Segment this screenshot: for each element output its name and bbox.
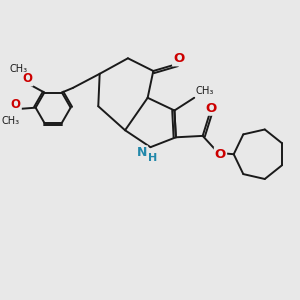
Text: O: O xyxy=(11,98,21,110)
Text: CH₃: CH₃ xyxy=(9,64,27,74)
Text: O: O xyxy=(206,102,217,115)
Text: CH₃: CH₃ xyxy=(1,116,19,126)
Text: CH₃: CH₃ xyxy=(196,86,214,96)
Text: O: O xyxy=(215,148,226,161)
Text: O: O xyxy=(173,52,184,65)
Text: H: H xyxy=(148,153,158,163)
Text: O: O xyxy=(22,73,32,85)
Text: N: N xyxy=(137,146,147,159)
